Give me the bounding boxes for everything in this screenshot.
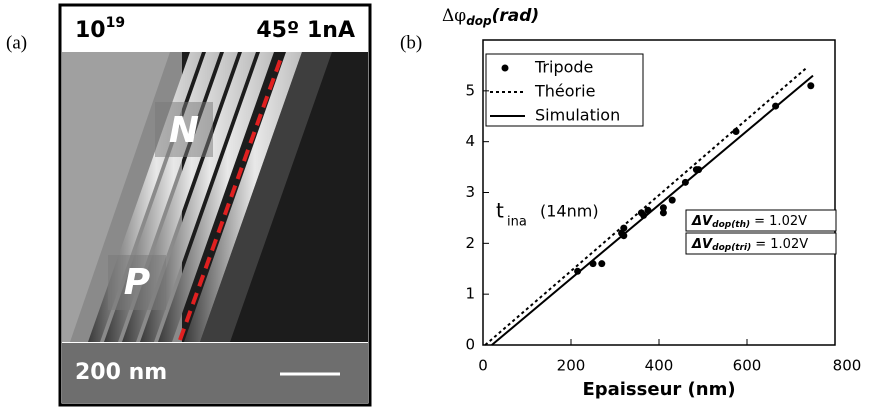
y-label-main: Δφ xyxy=(442,6,466,26)
data-point xyxy=(732,128,740,135)
legend-label: Théorie xyxy=(534,82,595,101)
y-tick-label: 4 xyxy=(465,132,475,150)
data-point xyxy=(668,196,676,204)
y-tick-label: 0 xyxy=(465,336,475,354)
data-point xyxy=(807,82,815,90)
y-tick-label: 2 xyxy=(465,234,475,252)
data-point xyxy=(659,209,667,217)
annotation-part: dop(th) xyxy=(712,220,750,230)
series-line xyxy=(484,67,808,346)
annotation: t xyxy=(496,199,504,223)
annotation-box xyxy=(685,209,837,232)
y-tick-label: 5 xyxy=(465,81,475,99)
data-point xyxy=(574,267,582,275)
x-tick-label: 800 xyxy=(833,357,862,375)
doping-base: 10 xyxy=(75,18,106,43)
chart: 0 200 400 600 800 0 1 2 3 4 5 Epaisseur (nm) Δφdop(r… xyxy=(442,6,861,401)
annotation-part: ΔV xyxy=(691,214,713,229)
y-label-unit: (rad) xyxy=(492,6,540,26)
annotation: ΔVdop(tri) = 1.02V xyxy=(691,237,808,253)
region-label: P xyxy=(124,262,150,303)
legend-label: Tripode xyxy=(534,58,593,77)
x-tick-label: 600 xyxy=(733,357,762,375)
y-label-sub: dop xyxy=(466,14,492,28)
micrograph xyxy=(62,52,368,342)
data-point xyxy=(659,204,667,212)
legend-frame xyxy=(485,53,644,127)
annotation-part: = 1.02V xyxy=(755,237,808,252)
x-tick-label: 200 xyxy=(557,357,586,375)
y-tick-label: 3 xyxy=(465,183,475,201)
annotation: ina xyxy=(507,215,527,230)
legend-label: Simulation xyxy=(535,106,620,125)
y-axis-label: Δφdop(rad) xyxy=(442,6,539,28)
annotation-part: dop(tri) xyxy=(712,243,751,253)
panel-label: (b) xyxy=(400,32,422,53)
doping-exp: 19 xyxy=(106,15,125,31)
data-point xyxy=(598,260,606,268)
legend-marker xyxy=(501,64,509,72)
annotation-part: ΔV xyxy=(691,237,713,252)
x-tick-label: 0 xyxy=(478,357,488,375)
annotation-part: = 1.02V xyxy=(754,214,807,229)
annotation: ΔVdop(th) = 1.02V xyxy=(691,214,807,230)
panel-label: (a) xyxy=(6,32,27,53)
x-axis-label: Epaisseur (nm) xyxy=(582,379,735,400)
y-tick-label: 1 xyxy=(465,285,475,303)
x-tick-label: 400 xyxy=(645,357,674,375)
annotation: (14nm) xyxy=(540,202,599,221)
doping-label: 1019 xyxy=(75,15,125,43)
annotation-box xyxy=(685,232,837,255)
conditions: 45º 1nA xyxy=(256,18,355,43)
region-label: N xyxy=(169,110,199,151)
series-line xyxy=(491,74,814,346)
scale-label: 200 nm xyxy=(75,360,167,385)
